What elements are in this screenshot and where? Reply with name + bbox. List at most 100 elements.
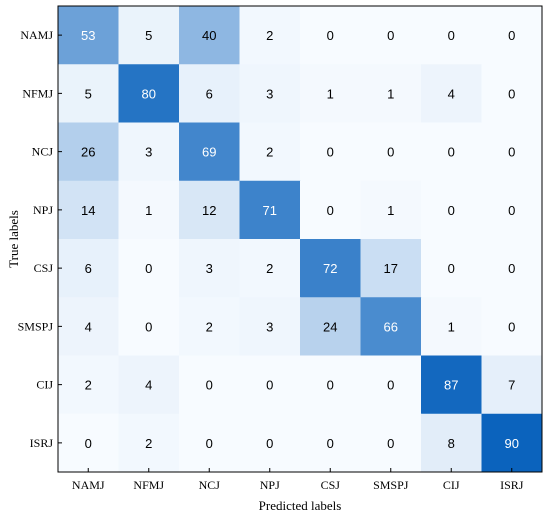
cell-value-label: 1 xyxy=(327,86,334,101)
cell-value-label: 0 xyxy=(327,378,334,393)
heatmap-cell xyxy=(118,355,180,415)
cell-value-label: 4 xyxy=(145,378,152,393)
heatmap-cell xyxy=(58,180,119,240)
x-tick-label: SMSPJ xyxy=(373,478,409,492)
heatmap-cell xyxy=(300,355,361,415)
cell-value-label: 1 xyxy=(387,86,394,101)
heatmap-cell xyxy=(239,413,301,473)
heatmap-cell xyxy=(421,239,482,298)
x-tick-label: NAMJ xyxy=(72,478,105,492)
x-tick-label: NCJ xyxy=(199,478,221,492)
cell-value-label: 14 xyxy=(81,203,95,218)
cell-value-label: 69 xyxy=(202,145,216,160)
cell-value-label: 0 xyxy=(448,203,455,218)
plot-frame xyxy=(57,5,543,473)
cell-value-label: 3 xyxy=(206,261,213,276)
cell-value-label: 5 xyxy=(85,86,92,101)
heatmap-cell xyxy=(481,180,543,240)
heatmap-cell xyxy=(421,122,482,182)
cell-value-label: 12 xyxy=(202,203,216,218)
cell-value-label: 2 xyxy=(266,145,273,160)
cell-value-label: 0 xyxy=(387,28,394,43)
heatmap-cell xyxy=(239,122,301,182)
y-tick-label: NPJ xyxy=(33,203,53,217)
y-tick-label: NAMJ xyxy=(20,28,53,42)
y-tick-label: NFMJ xyxy=(22,86,53,100)
heatmap-cell xyxy=(58,6,119,65)
x-tick-label: NFMJ xyxy=(133,478,164,492)
cell-value-label: 0 xyxy=(266,436,273,451)
heatmap-cell xyxy=(179,180,240,240)
cell-value-label: 0 xyxy=(508,319,515,334)
cell-value-label: 80 xyxy=(142,86,156,101)
y-tick-label: SMSPJ xyxy=(18,319,54,333)
cell-value-label: 0 xyxy=(206,378,213,393)
heatmap-cell xyxy=(239,239,301,298)
heatmap-cell xyxy=(179,413,240,473)
cell-value-label: 4 xyxy=(448,86,455,101)
cell-value-label: 0 xyxy=(327,28,334,43)
heatmap-cell xyxy=(421,413,482,473)
heatmap-cell xyxy=(58,64,119,123)
cell-value-label: 71 xyxy=(263,203,277,218)
heatmap-cell xyxy=(118,6,180,65)
cell-value-label: 8 xyxy=(448,436,455,451)
cell-value-label: 0 xyxy=(448,261,455,276)
cell-value-label: 1 xyxy=(448,319,455,334)
heatmap-cell xyxy=(360,297,422,356)
heatmap-cell xyxy=(421,297,482,356)
heatmap-cell xyxy=(239,180,301,240)
cell-value-label: 72 xyxy=(323,261,337,276)
heatmap-cell xyxy=(360,239,422,298)
cell-value-label: 66 xyxy=(384,319,398,334)
y-tick-label: CIJ xyxy=(36,378,53,392)
y-tick-label: CSJ xyxy=(34,261,54,275)
cell-value-label: 0 xyxy=(145,261,152,276)
cell-value-label: 3 xyxy=(145,145,152,160)
heatmap-cell xyxy=(421,180,482,240)
heatmap-cell xyxy=(360,64,422,123)
cell-value-label: 2 xyxy=(266,28,273,43)
cell-value-label: 53 xyxy=(81,28,95,43)
cell-value-label: 0 xyxy=(145,319,152,334)
cell-value-label: 0 xyxy=(448,28,455,43)
heatmap-cell xyxy=(58,122,119,182)
cell-value-label: 2 xyxy=(266,261,273,276)
cell-value-label: 2 xyxy=(145,436,152,451)
x-axis-label: Predicted labels xyxy=(259,498,342,513)
cell-value-label: 17 xyxy=(384,261,398,276)
cell-value-label: 26 xyxy=(81,145,95,160)
cell-value-label: 3 xyxy=(266,86,273,101)
heatmap-cell xyxy=(239,297,301,356)
heatmap-cell xyxy=(58,297,119,356)
heatmap-cell xyxy=(481,64,543,123)
heatmap-cell xyxy=(300,180,361,240)
cell-value-label: 1 xyxy=(387,203,394,218)
heatmap-cells: 53 5 40 2 0 0 0 05 80 6 3 1 1 4 026 3 69 2 0 0 0 014 1 12 71 0 1 0 0… xyxy=(58,6,543,473)
heatmap-cell xyxy=(118,297,180,356)
cell-value-label: 6 xyxy=(85,261,92,276)
heatmap-cell xyxy=(421,64,482,123)
cell-value-label: 0 xyxy=(508,28,515,43)
x-tick-label: ISRJ xyxy=(500,478,524,492)
y-tick-label: ISRJ xyxy=(30,436,54,450)
cell-value-label: 0 xyxy=(508,145,515,160)
x-tick-label: NPJ xyxy=(260,478,280,492)
heatmap-cell xyxy=(300,239,361,298)
cell-value-label: 0 xyxy=(266,378,273,393)
cell-value-label: 24 xyxy=(323,319,337,334)
heatmap-cell xyxy=(300,413,361,473)
heatmap-cell xyxy=(481,297,543,356)
heatmap-cell xyxy=(58,413,119,473)
heatmap-cell xyxy=(118,180,180,240)
heatmap-cell xyxy=(481,355,543,415)
heatmap-cell xyxy=(179,355,240,415)
heatmap-cell xyxy=(58,239,119,298)
heatmap-cell xyxy=(481,413,543,473)
x-tick-label: CSJ xyxy=(321,478,341,492)
cell-value-label: 0 xyxy=(387,436,394,451)
heatmap-cell xyxy=(58,355,119,415)
heatmap-cell xyxy=(481,6,543,65)
cell-value-label: 0 xyxy=(327,145,334,160)
